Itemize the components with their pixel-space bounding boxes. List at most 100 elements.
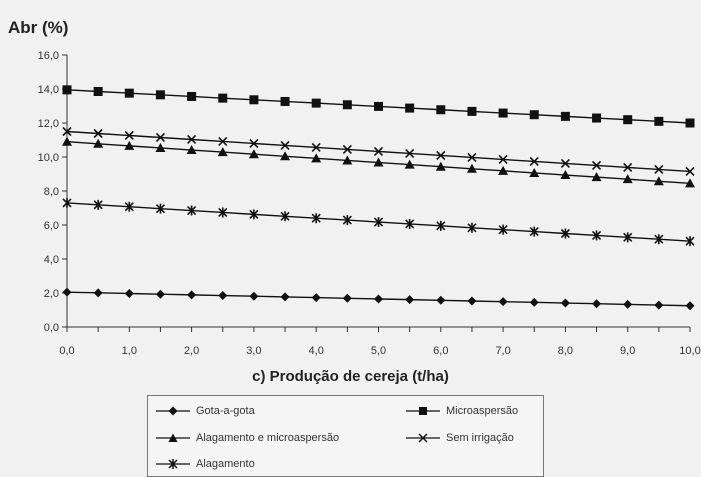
y-tick-label: 10,0 <box>38 152 59 164</box>
legend-item-alagamento: Alagamento <box>156 458 255 470</box>
microaspersao-point <box>124 88 134 98</box>
y-tick-label: 4,0 <box>44 254 59 266</box>
microaspersao-point <box>405 103 415 113</box>
alagamento-point <box>685 236 695 247</box>
microaspersao-point <box>93 87 103 97</box>
alagamento-point <box>218 207 228 218</box>
alagamento-point <box>623 232 633 243</box>
microaspersao-point <box>467 106 477 116</box>
microaspersao-point <box>654 116 664 126</box>
legend-item-gota-a-gota: Gota-a-gota <box>156 405 255 417</box>
microaspersao-point <box>685 118 695 128</box>
x-tick-label: 6,0 <box>433 345 448 357</box>
legend-label: Gota-a-gota <box>196 405 255 417</box>
alagamento-e-microaspersao-point <box>342 155 353 165</box>
x-tick-label: 0,0 <box>59 345 74 357</box>
diamond-marker-icon <box>156 406 190 416</box>
alagamento-e-microaspersao-point <box>653 176 664 186</box>
microaspersao-point <box>342 100 352 110</box>
y-tick-label: 6,0 <box>44 220 59 232</box>
microaspersao-point <box>62 85 72 95</box>
alagamento-e-microaspersao-point <box>186 145 197 155</box>
triangle-marker-icon <box>156 433 190 442</box>
x-tick-label: 7,0 <box>495 345 510 357</box>
microaspersao-point <box>280 96 290 106</box>
y-tick-label: 16,0 <box>38 50 59 62</box>
sem-irrigacao-point <box>311 142 321 153</box>
legend: Gota-a-gota Microaspersão Alagamento e m… <box>147 395 544 477</box>
alagamento-e-microaspersao-point <box>404 159 415 169</box>
legend-label: Alagamento <box>196 458 255 470</box>
alagamento-point <box>249 209 259 220</box>
x-marker-icon <box>406 433 440 443</box>
alagamento-point <box>155 203 166 214</box>
microaspersao-point <box>529 110 539 120</box>
y-tick-label: 12,0 <box>38 118 59 130</box>
microaspersao-point <box>218 93 228 103</box>
legend-item-alagamento-e-microaspersao: Alagamento e microaspersão <box>156 432 339 444</box>
gota-a-gota-point <box>124 289 134 299</box>
x-tick-label: 3,0 <box>246 345 261 357</box>
microaspersao-point <box>560 111 570 121</box>
x-tick-label: 5,0 <box>371 345 386 357</box>
sem-irrigacao-point <box>124 130 134 141</box>
alagamento-e-microaspersao-point <box>62 136 72 146</box>
x-axis-title: c) Produção de cereja (t/ha) <box>252 368 449 385</box>
microaspersao-point <box>249 95 259 105</box>
alagamento-e-microaspersao-point <box>155 142 166 152</box>
x-tick-label: 2,0 <box>184 345 199 357</box>
sem-irrigacao-point <box>623 162 633 173</box>
alagamento-e-microaspersao-point <box>311 153 322 163</box>
gota-a-gota-point <box>529 297 539 307</box>
alagamento-e-microaspersao-point <box>435 161 446 171</box>
y-axis-title: Abr (%) <box>8 18 69 37</box>
sem-irrigacao-point <box>62 126 72 137</box>
alagamento-e-microaspersao-point <box>685 178 695 188</box>
alagamento-e-microaspersao-point <box>93 138 104 148</box>
x-tick-label: 8,0 <box>558 345 573 357</box>
gota-a-gota-point <box>685 301 695 311</box>
alagamento-e-microaspersao-point <box>217 147 228 157</box>
sem-irrigacao-point <box>591 160 602 171</box>
gota-a-gota-point <box>62 287 72 297</box>
gota-a-gota-point <box>155 289 165 299</box>
sem-irrigacao-point <box>467 152 477 163</box>
sem-irrigacao-point <box>436 150 446 161</box>
y-tick-label: 2,0 <box>44 288 59 300</box>
legend-item-microaspersao: Microaspersão <box>406 405 518 417</box>
microaspersao-point <box>155 90 165 100</box>
x-tick-label: 1,0 <box>122 345 137 357</box>
sem-irrigacao-point <box>373 146 384 157</box>
gota-a-gota-point <box>436 295 446 305</box>
alagamento-point <box>405 218 415 229</box>
sem-irrigacao-point <box>249 138 259 149</box>
sem-irrigacao-point <box>155 132 166 143</box>
alagamento-point <box>373 217 384 228</box>
microaspersao-point <box>498 108 508 118</box>
x-tick-label: 9,0 <box>620 345 635 357</box>
alagamento-e-microaspersao-point <box>498 165 509 175</box>
gota-a-gota-point <box>280 292 290 302</box>
gota-a-gota-point <box>342 293 352 303</box>
y-tick-label: 8,0 <box>44 186 59 198</box>
alagamento-point <box>467 222 477 233</box>
alagamento-e-microaspersao-point <box>622 174 633 184</box>
gota-a-gota-point <box>592 299 602 309</box>
legend-label: Sem irrigação <box>446 432 514 444</box>
alagamento-point <box>124 201 134 212</box>
y-tick-label: 14,0 <box>38 84 59 96</box>
alagamento-e-microaspersao-point <box>373 157 384 167</box>
legend-label: Alagamento e microaspersão <box>196 432 340 444</box>
alagamento-point <box>311 213 321 224</box>
sem-irrigacao-point <box>498 154 508 165</box>
microaspersao-point <box>592 113 602 123</box>
sem-irrigacao-point <box>187 134 197 145</box>
gota-a-gota-point <box>249 291 259 301</box>
sem-irrigacao-point <box>654 164 664 175</box>
alagamento-point <box>498 224 508 235</box>
gota-a-gota-point <box>311 293 321 303</box>
x-tick-label: 10,0 <box>679 345 700 357</box>
alagamento-e-microaspersao-point <box>591 172 602 182</box>
sem-irrigacao-point <box>280 140 290 151</box>
alagamento-e-microaspersao-point <box>280 151 291 161</box>
